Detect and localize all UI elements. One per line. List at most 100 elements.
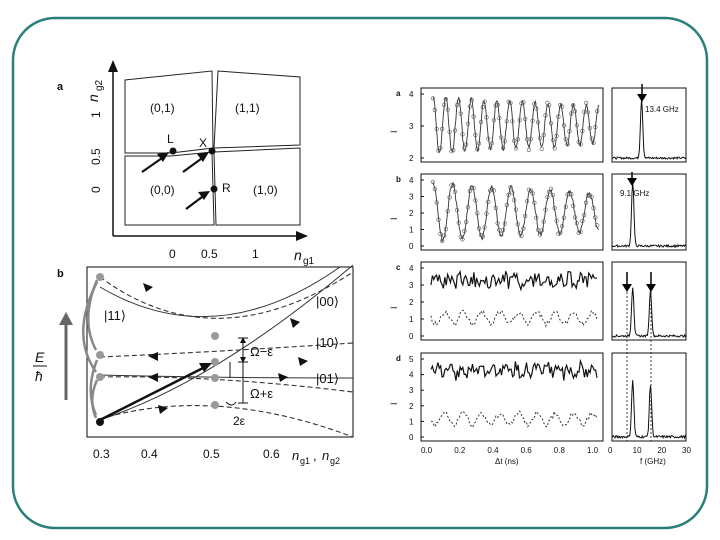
panel-b-x-label-1-sub: g1 (300, 456, 310, 466)
point-l-label: L (167, 132, 174, 146)
data-point-marker (465, 121, 471, 126)
panel-a-stability-diagram: a (0,1) (1,1) (0,0) (1,0) L X R n (57, 60, 315, 267)
data-point-marker (580, 128, 585, 133)
freq-axis-tick: 10 (633, 446, 642, 455)
data-point-marker (550, 138, 556, 143)
curve-01 (99, 376, 354, 393)
data-point-marker (517, 230, 522, 235)
data-point-marker (504, 119, 509, 124)
panel-a-y-label: n (85, 94, 101, 102)
gap-omega-minus-eps: Ω−ε (250, 344, 273, 359)
trace-panel-ylabel: I (389, 217, 399, 220)
data-point-marker (517, 117, 522, 123)
trace-y-tick: 1 (409, 226, 414, 235)
panel-a-x-arrow-icon (296, 231, 308, 241)
data-point-marker (445, 107, 450, 112)
data-point-marker (526, 187, 532, 192)
trace-panel-label: c (396, 263, 401, 272)
state-dot (96, 351, 104, 359)
curve-00-solid (99, 264, 354, 421)
curve-00-lower (99, 405, 354, 438)
data-point-marker (432, 186, 437, 192)
data-point-marker (442, 233, 447, 238)
cell-1-0-outline (213, 147, 301, 226)
panel-b-x-label-sep: , (313, 448, 317, 463)
data-point-marker (554, 133, 559, 139)
data-point-marker (432, 107, 437, 112)
peak-arrowhead-icon (627, 178, 637, 186)
data-point-marker (593, 215, 598, 220)
trace-y-tick: 3 (409, 122, 414, 131)
trace-panel-ylabel: I (389, 130, 399, 133)
data-point-marker (530, 191, 535, 196)
data-point-marker (574, 123, 580, 128)
panel-b-x-label-2-sub: g2 (330, 456, 340, 466)
curve-arrow-icon (298, 357, 308, 366)
freq-panel-frame (611, 173, 687, 251)
data-point-marker (574, 221, 580, 226)
data-point-marker (515, 137, 520, 142)
point-x-marker (208, 147, 216, 155)
data-point-marker (512, 198, 517, 203)
data-point-marker (512, 138, 517, 143)
data-point-marker (501, 227, 506, 233)
trace-upper (430, 269, 598, 292)
data-point-marker (502, 139, 508, 144)
trace-lower-dotted (430, 409, 598, 429)
data-point-marker (537, 136, 543, 141)
freq-panel-frame (611, 87, 687, 163)
data-point-marker (477, 141, 482, 146)
data-point-marker (495, 102, 500, 107)
state-dot (211, 332, 219, 340)
data-point-marker (478, 119, 484, 125)
data-point-marker (445, 209, 450, 214)
data-point-marker (493, 103, 498, 108)
data-point-marker (438, 231, 443, 236)
curve-arrow-icon (143, 283, 153, 292)
peak-arrowhead-icon (646, 284, 656, 292)
data-point-marker (482, 99, 487, 104)
curve-arrow-icon (278, 373, 288, 382)
data-point-marker (504, 202, 509, 207)
data-point-marker (488, 146, 493, 151)
freq-panel-frame (611, 261, 687, 341)
time-panel-frame (420, 352, 604, 442)
gap-two-eps: 2ε (233, 414, 246, 428)
gap-omega-plus-eps: Ω+ε (250, 386, 273, 401)
data-point-marker (486, 199, 491, 204)
data-point-marker (464, 219, 469, 225)
panel-b-label: b (57, 268, 64, 280)
trace-y-tick: 3 (409, 386, 414, 395)
peak-arrowhead-icon (637, 94, 647, 102)
data-point-marker (471, 114, 476, 119)
data-point-marker (482, 225, 487, 230)
panel-a-x-label-sub: g1 (303, 256, 315, 267)
state-ket-10: |10⟩ (316, 335, 339, 350)
data-point-marker (440, 238, 445, 244)
spectrum-trace (611, 380, 687, 440)
trace-y-tick: 4 (409, 264, 414, 273)
data-point-marker (456, 99, 461, 104)
trace-y-tick: 0 (409, 433, 414, 442)
time-axis-tick: 0.0 (421, 446, 433, 455)
data-point-marker (559, 224, 565, 229)
cell-1-1-outline (213, 70, 301, 149)
data-point-marker (587, 125, 592, 131)
data-point-marker (526, 147, 532, 153)
data-point-marker (491, 188, 497, 193)
state-ket-00: |00⟩ (316, 294, 339, 309)
data-point-marker (563, 137, 568, 142)
data-point-marker (510, 119, 515, 124)
data-point-marker (477, 226, 482, 231)
panel-b-x-label-2: n (322, 448, 329, 463)
transition-arrow-icon (82, 281, 99, 373)
trace-y-tick: 3 (409, 281, 414, 290)
data-point-marker (451, 148, 456, 153)
data-point-marker (578, 142, 583, 147)
point-l-marker (169, 147, 177, 155)
data-point-marker (430, 179, 436, 184)
trace-panel-label: b (396, 175, 401, 184)
data-point-marker (585, 193, 591, 198)
trace-y-tick: 4 (409, 176, 414, 185)
